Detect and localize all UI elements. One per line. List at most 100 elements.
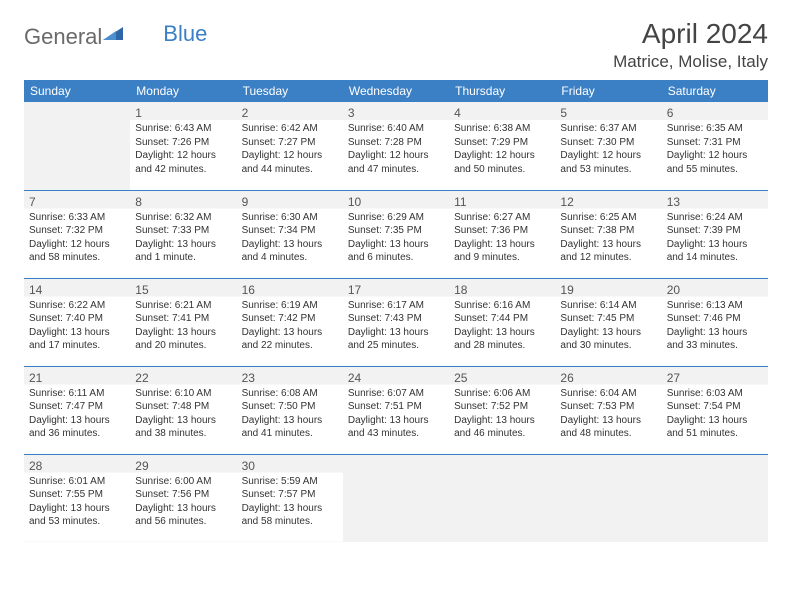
calendar-day-cell	[449, 454, 555, 542]
calendar-day-cell: 3Sunrise: 6:40 AMSunset: 7:28 PMDaylight…	[343, 102, 449, 190]
sunset-line: Sunset: 7:47 PM	[29, 400, 125, 414]
day-number: 6	[667, 105, 763, 121]
calendar-week-row: 28Sunrise: 6:01 AMSunset: 7:55 PMDayligh…	[24, 454, 768, 542]
sunrise-line: Sunrise: 6:32 AM	[135, 211, 231, 225]
brand-logo: General Blue	[24, 24, 207, 50]
day-number: 25	[454, 370, 550, 386]
daylight-line: Daylight: 12 hours and 58 minutes.	[29, 238, 125, 265]
sunset-line: Sunset: 7:45 PM	[560, 312, 656, 326]
daylight-line: Daylight: 13 hours and 43 minutes.	[348, 414, 444, 441]
day-number: 17	[348, 282, 444, 298]
day-number: 7	[29, 194, 125, 210]
daylight-line: Daylight: 12 hours and 50 minutes.	[454, 149, 550, 176]
daylight-line: Daylight: 13 hours and 30 minutes.	[560, 326, 656, 353]
title-block: April 2024 Matrice, Molise, Italy	[613, 18, 768, 72]
daylight-line: Daylight: 13 hours and 28 minutes.	[454, 326, 550, 353]
calendar-body: 1Sunrise: 6:43 AMSunset: 7:26 PMDaylight…	[24, 102, 768, 542]
sunset-line: Sunset: 7:27 PM	[242, 136, 338, 150]
sunrise-line: Sunrise: 6:37 AM	[560, 122, 656, 136]
sunset-line: Sunset: 7:29 PM	[454, 136, 550, 150]
sunset-line: Sunset: 7:57 PM	[242, 488, 338, 502]
weekday-header: Thursday	[449, 80, 555, 102]
sunset-line: Sunset: 7:51 PM	[348, 400, 444, 414]
calendar-day-cell: 29Sunrise: 6:00 AMSunset: 7:56 PMDayligh…	[130, 454, 236, 542]
weekday-header: Tuesday	[237, 80, 343, 102]
sunset-line: Sunset: 7:38 PM	[560, 224, 656, 238]
day-number: 19	[560, 282, 656, 298]
sunrise-line: Sunrise: 6:25 AM	[560, 211, 656, 225]
calendar-day-cell: 15Sunrise: 6:21 AMSunset: 7:41 PMDayligh…	[130, 278, 236, 366]
calendar-day-cell: 25Sunrise: 6:06 AMSunset: 7:52 PMDayligh…	[449, 366, 555, 454]
month-title: April 2024	[613, 18, 768, 50]
calendar-day-cell: 12Sunrise: 6:25 AMSunset: 7:38 PMDayligh…	[555, 190, 661, 278]
sunrise-line: Sunrise: 6:19 AM	[242, 299, 338, 313]
daylight-line: Daylight: 13 hours and 48 minutes.	[560, 414, 656, 441]
daylight-line: Daylight: 13 hours and 38 minutes.	[135, 414, 231, 441]
location: Matrice, Molise, Italy	[613, 52, 768, 72]
sunset-line: Sunset: 7:53 PM	[560, 400, 656, 414]
calendar-week-row: 1Sunrise: 6:43 AMSunset: 7:26 PMDaylight…	[24, 102, 768, 190]
sunset-line: Sunset: 7:30 PM	[560, 136, 656, 150]
daylight-line: Daylight: 12 hours and 42 minutes.	[135, 149, 231, 176]
daylight-line: Daylight: 13 hours and 17 minutes.	[29, 326, 125, 353]
day-number: 21	[29, 370, 125, 386]
calendar-day-cell: 24Sunrise: 6:07 AMSunset: 7:51 PMDayligh…	[343, 366, 449, 454]
daylight-line: Daylight: 13 hours and 41 minutes.	[242, 414, 338, 441]
calendar-week-row: 7Sunrise: 6:33 AMSunset: 7:32 PMDaylight…	[24, 190, 768, 278]
calendar-day-cell: 19Sunrise: 6:14 AMSunset: 7:45 PMDayligh…	[555, 278, 661, 366]
logo-triangle-icon	[103, 24, 123, 40]
sunset-line: Sunset: 7:31 PM	[667, 136, 763, 150]
calendar-day-cell	[343, 454, 449, 542]
sunset-line: Sunset: 7:28 PM	[348, 136, 444, 150]
calendar-day-cell: 23Sunrise: 6:08 AMSunset: 7:50 PMDayligh…	[237, 366, 343, 454]
sunrise-line: Sunrise: 6:08 AM	[242, 387, 338, 401]
calendar-day-cell: 18Sunrise: 6:16 AMSunset: 7:44 PMDayligh…	[449, 278, 555, 366]
header: General Blue April 2024 Matrice, Molise,…	[24, 18, 768, 72]
calendar-day-cell: 9Sunrise: 6:30 AMSunset: 7:34 PMDaylight…	[237, 190, 343, 278]
sunrise-line: Sunrise: 6:22 AM	[29, 299, 125, 313]
daylight-line: Daylight: 13 hours and 51 minutes.	[667, 414, 763, 441]
sunset-line: Sunset: 7:54 PM	[667, 400, 763, 414]
daylight-line: Daylight: 13 hours and 1 minute.	[135, 238, 231, 265]
day-number: 12	[560, 194, 656, 210]
calendar-day-cell: 4Sunrise: 6:38 AMSunset: 7:29 PMDaylight…	[449, 102, 555, 190]
calendar-day-cell: 28Sunrise: 6:01 AMSunset: 7:55 PMDayligh…	[24, 454, 130, 542]
sunrise-line: Sunrise: 6:03 AM	[667, 387, 763, 401]
sunrise-line: Sunrise: 6:29 AM	[348, 211, 444, 225]
sunrise-line: Sunrise: 6:07 AM	[348, 387, 444, 401]
daylight-line: Daylight: 12 hours and 55 minutes.	[667, 149, 763, 176]
weekday-header: Wednesday	[343, 80, 449, 102]
day-number: 10	[348, 194, 444, 210]
sunrise-line: Sunrise: 6:10 AM	[135, 387, 231, 401]
day-number: 9	[242, 194, 338, 210]
calendar-day-cell: 22Sunrise: 6:10 AMSunset: 7:48 PMDayligh…	[130, 366, 236, 454]
sunset-line: Sunset: 7:44 PM	[454, 312, 550, 326]
sunrise-line: Sunrise: 6:30 AM	[242, 211, 338, 225]
calendar-day-cell: 17Sunrise: 6:17 AMSunset: 7:43 PMDayligh…	[343, 278, 449, 366]
sunset-line: Sunset: 7:55 PM	[29, 488, 125, 502]
day-number: 13	[667, 194, 763, 210]
sunset-line: Sunset: 7:40 PM	[29, 312, 125, 326]
daylight-line: Daylight: 13 hours and 4 minutes.	[242, 238, 338, 265]
sunset-line: Sunset: 7:41 PM	[135, 312, 231, 326]
weekday-header: Saturday	[662, 80, 768, 102]
sunrise-line: Sunrise: 6:27 AM	[454, 211, 550, 225]
sunset-line: Sunset: 7:50 PM	[242, 400, 338, 414]
sunset-line: Sunset: 7:32 PM	[29, 224, 125, 238]
calendar-day-cell	[24, 102, 130, 190]
daylight-line: Daylight: 13 hours and 9 minutes.	[454, 238, 550, 265]
sunset-line: Sunset: 7:52 PM	[454, 400, 550, 414]
sunset-line: Sunset: 7:56 PM	[135, 488, 231, 502]
day-number: 8	[135, 194, 231, 210]
day-number: 28	[29, 458, 125, 474]
calendar-table: Sunday Monday Tuesday Wednesday Thursday…	[24, 80, 768, 542]
day-number: 1	[135, 105, 231, 121]
daylight-line: Daylight: 13 hours and 14 minutes.	[667, 238, 763, 265]
daylight-line: Daylight: 13 hours and 36 minutes.	[29, 414, 125, 441]
weekday-header: Monday	[130, 80, 236, 102]
daylight-line: Daylight: 13 hours and 46 minutes.	[454, 414, 550, 441]
calendar-week-row: 21Sunrise: 6:11 AMSunset: 7:47 PMDayligh…	[24, 366, 768, 454]
brand-part2: Blue	[163, 21, 207, 47]
calendar-week-row: 14Sunrise: 6:22 AMSunset: 7:40 PMDayligh…	[24, 278, 768, 366]
calendar-day-cell: 26Sunrise: 6:04 AMSunset: 7:53 PMDayligh…	[555, 366, 661, 454]
